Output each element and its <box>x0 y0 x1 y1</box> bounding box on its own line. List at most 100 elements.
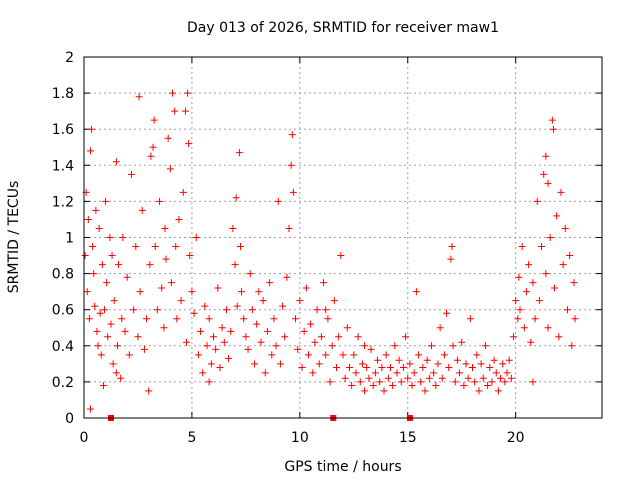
data-point <box>95 224 103 232</box>
data-point <box>304 351 312 359</box>
data-point <box>315 360 323 368</box>
data-point <box>259 297 267 305</box>
data-point <box>341 374 349 382</box>
data-point <box>458 338 466 346</box>
data-point <box>447 255 455 263</box>
y-tick-label: 2 <box>65 50 74 66</box>
data-point <box>384 374 392 382</box>
data-point <box>110 297 118 305</box>
data-point <box>261 369 269 377</box>
data-point <box>557 188 565 196</box>
data-point <box>520 324 528 332</box>
data-point <box>542 270 550 278</box>
data-point <box>292 315 300 323</box>
data-point <box>281 333 289 341</box>
data-point <box>378 363 386 371</box>
data-point <box>535 297 543 305</box>
data-point <box>365 374 373 382</box>
data-point <box>104 333 112 341</box>
y-tick-label: 0.6 <box>52 303 74 319</box>
data-point <box>330 297 338 305</box>
data-point <box>302 284 310 292</box>
data-point <box>481 342 489 350</box>
data-point <box>492 369 500 377</box>
data-point <box>512 297 520 305</box>
data-point <box>510 333 518 341</box>
data-point <box>168 89 176 97</box>
data-point <box>410 369 418 377</box>
data-point <box>162 255 170 263</box>
data-point <box>369 382 377 390</box>
data-point <box>322 351 330 359</box>
data-point <box>382 351 390 359</box>
data-point <box>203 342 211 350</box>
data-point <box>311 338 319 346</box>
chart-title: Day 013 of 2026, SRMTID for receiver maw… <box>187 20 499 36</box>
x-tick-label: 20 <box>507 430 525 446</box>
data-point <box>274 197 282 205</box>
data-point <box>324 315 332 323</box>
data-point <box>90 270 98 278</box>
data-point <box>462 360 470 368</box>
data-point <box>236 243 244 251</box>
data-point <box>475 387 483 395</box>
data-point <box>348 382 356 390</box>
data-point <box>145 387 153 395</box>
data-point <box>527 338 535 346</box>
data-point <box>529 378 537 386</box>
y-tick-label: 1.2 <box>52 194 74 210</box>
data-point <box>102 197 110 205</box>
data-point <box>443 309 451 317</box>
data-point <box>484 382 492 390</box>
data-point <box>570 279 578 287</box>
data-point <box>86 405 94 413</box>
data-point <box>161 224 169 232</box>
data-point <box>371 369 379 377</box>
data-point <box>515 273 523 281</box>
data-point <box>210 333 217 341</box>
data-point <box>408 382 416 390</box>
data-point <box>343 324 351 332</box>
data-point <box>335 333 343 341</box>
data-point <box>220 338 228 346</box>
data-point <box>190 309 198 317</box>
x-tick-label: 5 <box>187 430 196 446</box>
data-point <box>412 288 420 296</box>
data-point <box>477 360 485 368</box>
data-point <box>358 360 366 368</box>
data-point <box>313 306 321 314</box>
data-point <box>130 306 138 314</box>
data-point <box>171 107 179 115</box>
data-point <box>395 356 403 364</box>
data-point <box>448 243 456 251</box>
data-point <box>326 378 334 386</box>
data-point <box>549 125 557 133</box>
data-point <box>361 387 369 395</box>
data-point <box>374 356 382 364</box>
data-point <box>544 324 552 332</box>
data-point <box>471 378 479 386</box>
data-point <box>197 327 205 335</box>
data-point <box>89 243 97 251</box>
data-point <box>253 320 261 328</box>
data-point <box>194 351 202 359</box>
data-point <box>425 374 433 382</box>
data-point <box>115 261 123 269</box>
data-point <box>571 315 579 323</box>
data-point <box>415 351 423 359</box>
data-point <box>531 315 539 323</box>
data-point <box>99 382 107 390</box>
data-point <box>132 243 140 251</box>
data-point <box>417 378 425 386</box>
data-point <box>393 369 401 377</box>
x-tick-label: 0 <box>80 430 89 446</box>
data-point <box>559 261 567 269</box>
data-point <box>177 297 185 305</box>
y-tick-label: 1.8 <box>52 86 74 102</box>
y-tick-label: 1.6 <box>52 122 74 138</box>
data-point <box>307 320 315 328</box>
data-point <box>233 302 241 310</box>
data-point <box>430 369 438 377</box>
data-point <box>227 327 235 335</box>
data-point <box>544 179 552 187</box>
